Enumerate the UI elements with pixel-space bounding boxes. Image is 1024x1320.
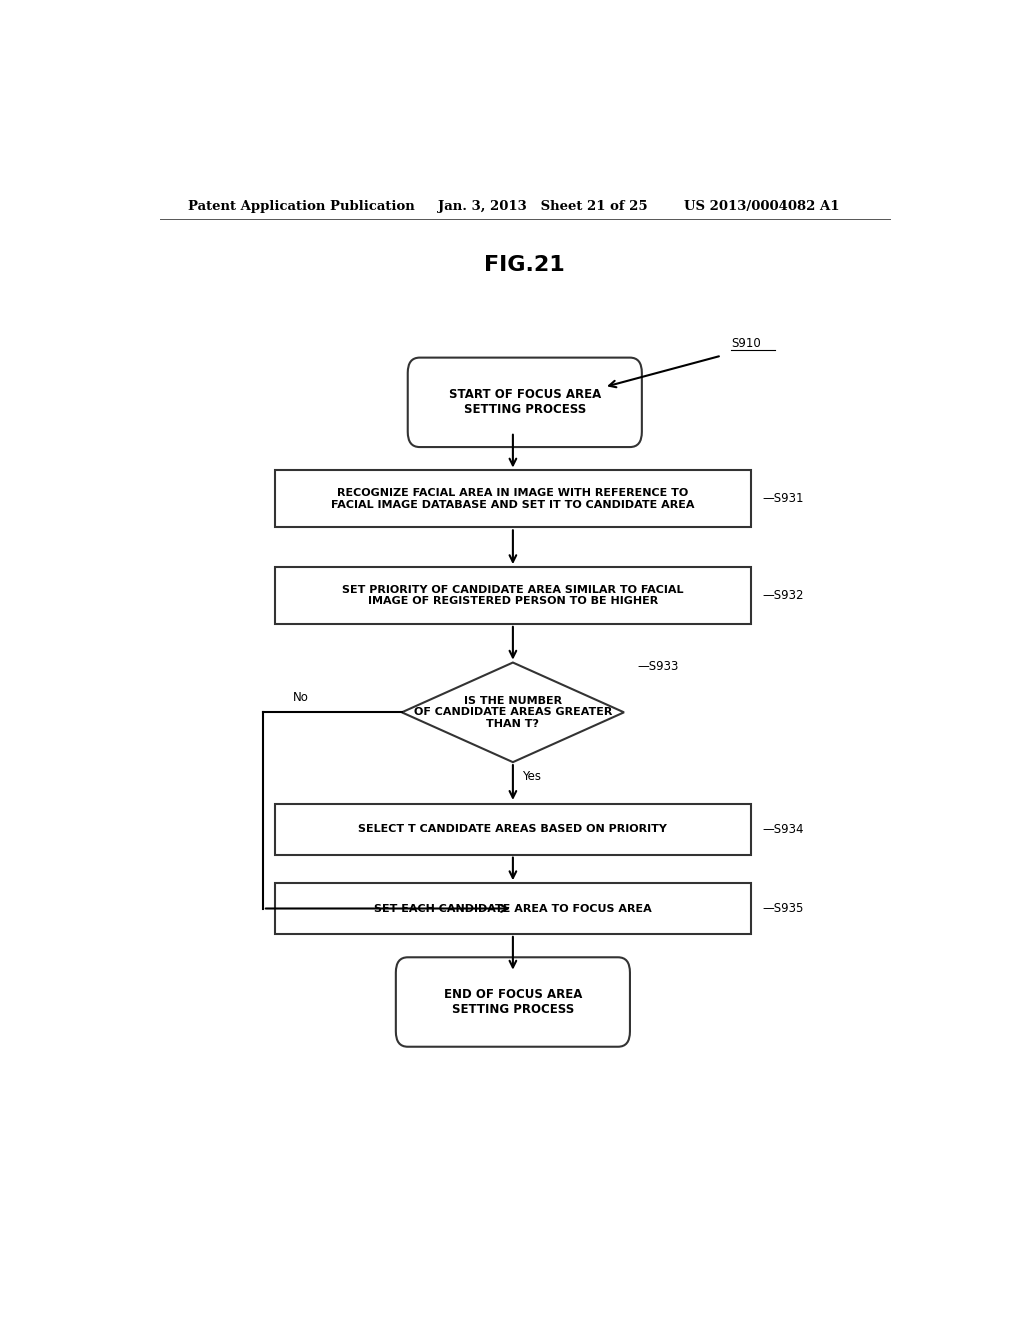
- FancyBboxPatch shape: [408, 358, 642, 447]
- Bar: [274, 804, 751, 854]
- Text: SELECT T CANDIDATE AREAS BASED ON PRIORITY: SELECT T CANDIDATE AREAS BASED ON PRIORI…: [358, 824, 668, 834]
- Text: SET PRIORITY OF CANDIDATE AREA SIMILAR TO FACIAL
IMAGE OF REGISTERED PERSON TO B: SET PRIORITY OF CANDIDATE AREA SIMILAR T…: [342, 585, 684, 606]
- Text: Patent Application Publication: Patent Application Publication: [187, 199, 415, 213]
- Text: RECOGNIZE FACIAL AREA IN IMAGE WITH REFERENCE TO
FACIAL IMAGE DATABASE AND SET I: RECOGNIZE FACIAL AREA IN IMAGE WITH REFE…: [331, 488, 694, 510]
- Text: END OF FOCUS AREA
SETTING PROCESS: END OF FOCUS AREA SETTING PROCESS: [443, 987, 582, 1016]
- Polygon shape: [401, 663, 624, 762]
- Text: FIG.21: FIG.21: [484, 255, 565, 275]
- Text: —S935: —S935: [763, 902, 804, 915]
- Text: —S934: —S934: [763, 822, 805, 836]
- Text: No: No: [293, 690, 309, 704]
- Text: Yes: Yes: [522, 770, 542, 783]
- Text: US 2013/0004082 A1: US 2013/0004082 A1: [684, 199, 839, 213]
- Text: —S931: —S931: [763, 492, 805, 506]
- Text: —S933: —S933: [638, 660, 679, 673]
- Text: IS THE NUMBER
OF CANDIDATE AREAS GREATER
THAN T?: IS THE NUMBER OF CANDIDATE AREAS GREATER…: [414, 696, 612, 729]
- Text: START OF FOCUS AREA
SETTING PROCESS: START OF FOCUS AREA SETTING PROCESS: [449, 388, 601, 416]
- Bar: [274, 568, 751, 624]
- Text: S910: S910: [731, 337, 761, 350]
- Text: SET EACH CANDIDATE AREA TO FOCUS AREA: SET EACH CANDIDATE AREA TO FOCUS AREA: [374, 903, 651, 913]
- Bar: [274, 883, 751, 935]
- Text: —S932: —S932: [763, 589, 805, 602]
- Text: Jan. 3, 2013   Sheet 21 of 25: Jan. 3, 2013 Sheet 21 of 25: [437, 199, 647, 213]
- Bar: [274, 470, 751, 528]
- FancyBboxPatch shape: [396, 957, 630, 1047]
